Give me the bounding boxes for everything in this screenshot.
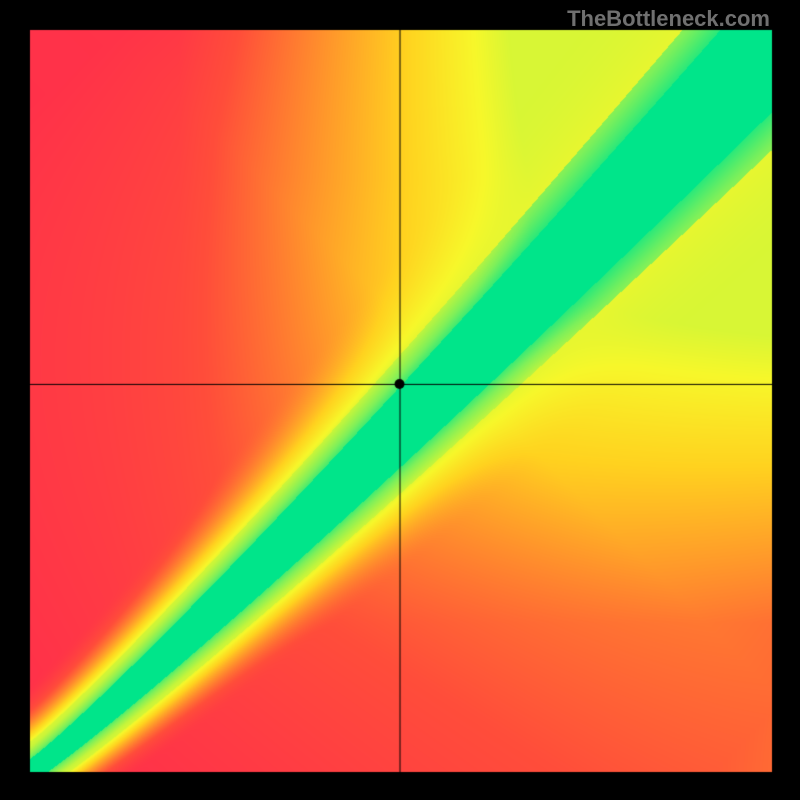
watermark-text: TheBottleneck.com [567, 6, 770, 32]
bottleneck-heatmap [0, 0, 800, 800]
chart-container: TheBottleneck.com [0, 0, 800, 800]
